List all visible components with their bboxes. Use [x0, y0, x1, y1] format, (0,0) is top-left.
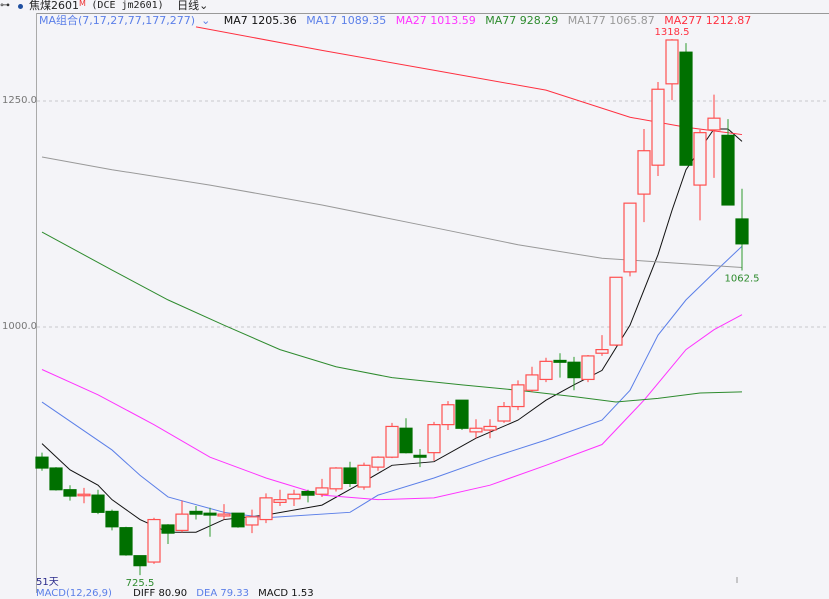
- candle-down: [105, 510, 119, 528]
- candle-up: [427, 424, 441, 454]
- candle-up: [175, 513, 189, 531]
- candle-down: [343, 467, 357, 484]
- price-annotation-1062.5: 1062.5: [725, 274, 760, 285]
- ma-group-selector[interactable]: MA组合(7,17,27,77,177,277) ⌄: [39, 14, 216, 27]
- candle-down: [63, 489, 77, 497]
- candle-up: [217, 513, 231, 517]
- candle-up: [609, 276, 623, 346]
- candle-down: [231, 512, 245, 528]
- chart-header: ⊶ 焦煤2601M (DCE jm2601) 日线⌄: [0, 0, 829, 13]
- ma-line-ma7: [41, 128, 743, 533]
- candle-down: [35, 456, 49, 469]
- candle-down: [553, 359, 567, 363]
- link-icon[interactable]: ⊶: [0, 0, 10, 11]
- candle-up: [357, 464, 371, 488]
- ma-group-label: MA组合(7,17,27,77,177,277): [39, 14, 196, 27]
- candle-up: [693, 132, 707, 186]
- candle-up: [441, 404, 455, 426]
- candle-up: [371, 456, 385, 468]
- period-selector[interactable]: 日线⌄: [177, 0, 208, 12]
- candle-up: [385, 425, 399, 458]
- candle-up: [259, 497, 273, 521]
- candle-up: [245, 516, 259, 526]
- candle-up: [147, 518, 161, 563]
- legend-ma27: MA27 1013.59: [395, 14, 476, 27]
- legend-ma177: MA177 1065.87: [567, 14, 655, 27]
- candle-down: [119, 527, 133, 556]
- candle-up: [539, 360, 553, 381]
- candle-down: [567, 361, 581, 379]
- candle-down: [49, 467, 63, 491]
- candle-up: [707, 117, 721, 131]
- legend-ma17: MA17 1089.35: [306, 14, 387, 27]
- price-annotation-1318.5: 1318.5: [655, 27, 690, 38]
- y-tick-label-1250: 1250.0: [2, 95, 37, 106]
- candle-down: [679, 51, 693, 166]
- legend-ma277: MA277 1212.87: [664, 14, 752, 27]
- candle-up: [315, 487, 329, 495]
- macd-title[interactable]: MACD(12,26,9): [36, 588, 112, 599]
- candle-up: [497, 405, 511, 422]
- candle-up: [483, 425, 497, 431]
- candle-up: [623, 202, 637, 273]
- candle-down: [203, 512, 217, 516]
- symbol-code: (DCE jm2601): [91, 0, 164, 11]
- y-tick-label-1000: 1000.0: [2, 321, 37, 332]
- candle-up: [469, 427, 483, 433]
- candle-down: [189, 510, 203, 515]
- candle-up: [77, 493, 91, 497]
- symbol-name[interactable]: 焦煤2601: [29, 0, 79, 12]
- symbol-badge: M: [79, 0, 86, 8]
- macd-value: MACD 1.53: [258, 588, 314, 599]
- candle-down: [455, 399, 469, 429]
- ma-line-ma27: [41, 314, 743, 501]
- candle-up: [511, 384, 525, 408]
- ma-legend: MA组合(7,17,27,77,177,277) ⌄ MA7 1205.36 MA…: [39, 14, 757, 27]
- header-divider: [36, 13, 829, 14]
- legend-ma77: MA77 928.29: [485, 14, 559, 27]
- candle-down: [301, 490, 315, 496]
- candle-up: [595, 349, 609, 354]
- price-annotation-725.5: 725.5: [126, 578, 155, 589]
- macd-dea: DEA 79.33: [196, 588, 249, 599]
- candle-down: [413, 454, 427, 458]
- legend-ma7: MA7 1205.36: [223, 14, 297, 27]
- macd-indicator-legend: MACD(12,26,9) DIFF 80.90 DEA 79.33 MACD …: [36, 588, 314, 599]
- y-axis-line: [36, 13, 37, 593]
- candle-down: [133, 555, 147, 567]
- chevron-down-icon: ⌄: [201, 14, 211, 27]
- ma-line-ma77: [41, 231, 743, 403]
- candle-down: [721, 134, 735, 206]
- candle-up: [665, 39, 679, 85]
- candle-down: [399, 427, 413, 454]
- status-dot-icon: [17, 4, 23, 9]
- chevron-down-icon: ⌄: [199, 0, 209, 12]
- candle-up: [525, 374, 539, 391]
- macd-diff: DIFF 80.90: [133, 588, 188, 599]
- period-label: 日线: [177, 0, 200, 12]
- visible-days-label: 51天: [36, 577, 59, 588]
- ma-line-ma177: [41, 156, 743, 268]
- candle-up: [581, 355, 595, 381]
- candle-down: [161, 524, 175, 534]
- candle-up: [287, 493, 301, 500]
- candle-up: [273, 499, 287, 503]
- candle-up: [637, 150, 651, 195]
- candle-up: [329, 467, 343, 490]
- candle-down: [91, 494, 105, 513]
- candle-up: [651, 88, 665, 166]
- ma-line-ma17: [41, 245, 743, 519]
- candle-down: [735, 218, 749, 245]
